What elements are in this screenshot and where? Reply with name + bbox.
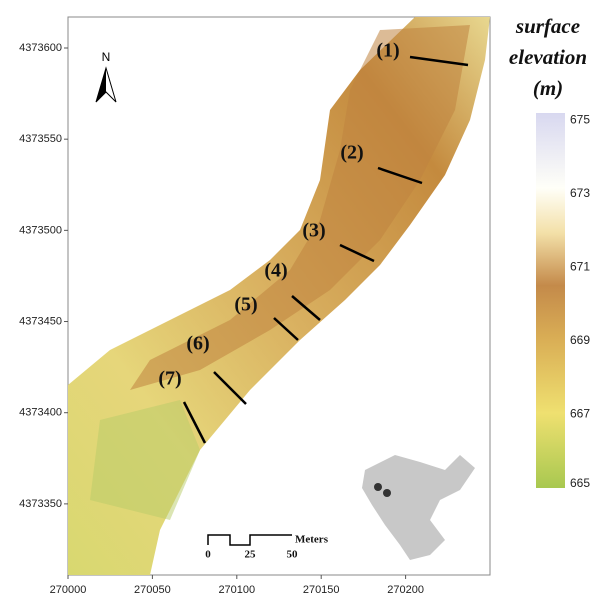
profile-line (339, 243, 375, 263)
profile-label: (7) (158, 368, 181, 390)
y-tick-label: 4373400 (19, 407, 62, 419)
greece-inset (362, 455, 475, 560)
x-tick-label: 270200 (387, 584, 424, 596)
profile-lines (182, 55, 469, 444)
profile-label: (6) (186, 333, 209, 355)
colorbar (536, 113, 565, 488)
river-channel (130, 25, 470, 390)
title-line: (m) (533, 76, 563, 100)
scale-label: 50 (287, 549, 299, 561)
profile-line (291, 295, 321, 321)
y-tick-label: 4373350 (19, 498, 62, 510)
scale-label: 0 (205, 549, 211, 561)
profile-line (273, 317, 299, 341)
scale-bar (207, 534, 292, 546)
y-tick-label: 4373500 (19, 224, 62, 236)
scale-label: 25 (245, 549, 257, 561)
profile-line (377, 166, 423, 185)
profile-line (213, 371, 247, 405)
colorbar-label: 673 (570, 186, 590, 200)
north-arrow-half (96, 68, 106, 102)
title-line: elevation (509, 45, 587, 69)
x-tick-label: 270100 (218, 584, 255, 596)
y-tick-label: 4373550 (19, 133, 62, 145)
scale-unit: Meters (295, 534, 329, 546)
x-tick-label: 270150 (303, 584, 340, 596)
colorbar-label: 667 (570, 407, 590, 421)
low-area (90, 400, 200, 520)
profile-label: (4) (264, 260, 287, 282)
y-tick-label: 4373600 (19, 42, 62, 54)
x-tick-label: 270000 (50, 584, 87, 596)
north-label: N (102, 50, 111, 64)
profile-label: (5) (234, 294, 257, 316)
colorbar-label: 669 (570, 333, 590, 347)
profile-line (182, 401, 207, 444)
profile-label: (3) (302, 220, 325, 242)
colorbar-label: 671 (570, 260, 590, 274)
profile-label: (2) (340, 142, 363, 164)
profile-label: (1) (376, 40, 399, 62)
site-dot (383, 489, 391, 497)
site-dot (374, 483, 382, 491)
x-tick-label: 270050 (134, 584, 171, 596)
profile-line (409, 55, 469, 67)
colorbar-label: 675 (570, 113, 590, 127)
colorbar-label: 665 (570, 476, 590, 490)
title-line: surface (515, 14, 580, 38)
y-tick-label: 4373450 (19, 315, 62, 327)
